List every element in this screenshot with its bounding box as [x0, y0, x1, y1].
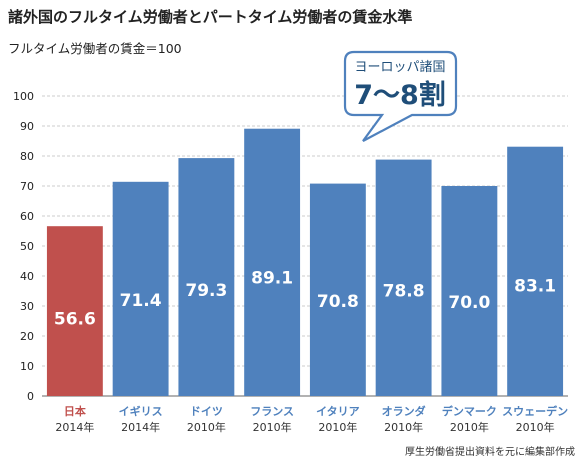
y-tick-label: 80: [20, 150, 34, 163]
callout-shape: [343, 50, 458, 142]
y-tick-label: 60: [20, 210, 34, 223]
y-tick-label: 30: [20, 300, 34, 313]
chart-title: 諸外国のフルタイム労働者とパートタイム労働者の賃金水準: [8, 8, 413, 26]
x-axis-labels: 日本 2014年 イギリス 2014年 ドイツ 2010年 フランス 2010年 イタリア 201…: [55, 404, 568, 434]
bar-value-label: 89.1: [251, 269, 293, 289]
bar-value-label: 83.1: [514, 276, 556, 296]
bars: 56.6 71.4 79.3 89.1 70.8 78.8 70.0 83.1: [46, 128, 564, 396]
x-category-label: イギリス: [119, 404, 163, 418]
bar-value-label: 71.4: [120, 291, 162, 311]
y-tick-label: 90: [20, 120, 34, 133]
x-category-label: オランダ: [382, 404, 426, 418]
bar: [178, 158, 235, 396]
bar: [244, 128, 301, 396]
source-note: 厚生労働省提出資料を元に編集部作成: [405, 447, 575, 458]
x-category-label: デンマーク: [442, 404, 497, 418]
y-tick-label: 10: [20, 360, 34, 373]
x-year-label: 2010年: [516, 420, 555, 434]
y-tick-label: 20: [20, 330, 34, 343]
x-category-label: ドイツ: [190, 405, 223, 418]
chart-subtitle: フルタイム労働者の賃金＝100: [8, 41, 182, 56]
callout-line1: ヨーロッパ諸国: [354, 59, 445, 75]
bar: [375, 159, 432, 396]
y-tick-label: 70: [20, 180, 34, 193]
x-year-label: 2010年: [384, 420, 423, 434]
bar: [112, 181, 169, 396]
x-year-label: 2010年: [450, 420, 489, 434]
bar-value-label: 79.3: [185, 281, 227, 301]
x-year-label: 2010年: [187, 420, 226, 434]
bar: [507, 146, 564, 396]
bar: [441, 186, 498, 396]
y-tick-label: 40: [20, 270, 34, 283]
x-year-label: 2014年: [121, 420, 160, 434]
x-category-label: フランス: [250, 405, 294, 418]
bar-value-label: 70.8: [317, 292, 359, 312]
x-category-label: スウェーデン: [502, 404, 568, 418]
callout-line2: 7～8割: [354, 79, 446, 111]
x-year-label: 2014年: [55, 420, 94, 434]
bar-value-label: 78.8: [383, 282, 425, 302]
x-year-label: 2010年: [253, 420, 292, 434]
x-category-label: イタリア: [316, 405, 360, 418]
callout-bubble: ヨーロッパ諸国 7～8割: [343, 50, 458, 142]
bar: [309, 183, 366, 396]
bar: [46, 226, 103, 396]
x-year-label: 2010年: [318, 420, 357, 434]
bar-value-label: 70.0: [448, 293, 490, 313]
y-tick-label: 100: [13, 90, 34, 103]
y-axis-labels: 0 10 20 30 40 50 60 70 80 90 100: [13, 90, 34, 403]
y-tick-label: 50: [20, 240, 34, 253]
bar-value-label: 56.6: [54, 310, 96, 330]
y-tick-label: 0: [27, 390, 34, 403]
x-category-label: 日本: [64, 404, 86, 418]
